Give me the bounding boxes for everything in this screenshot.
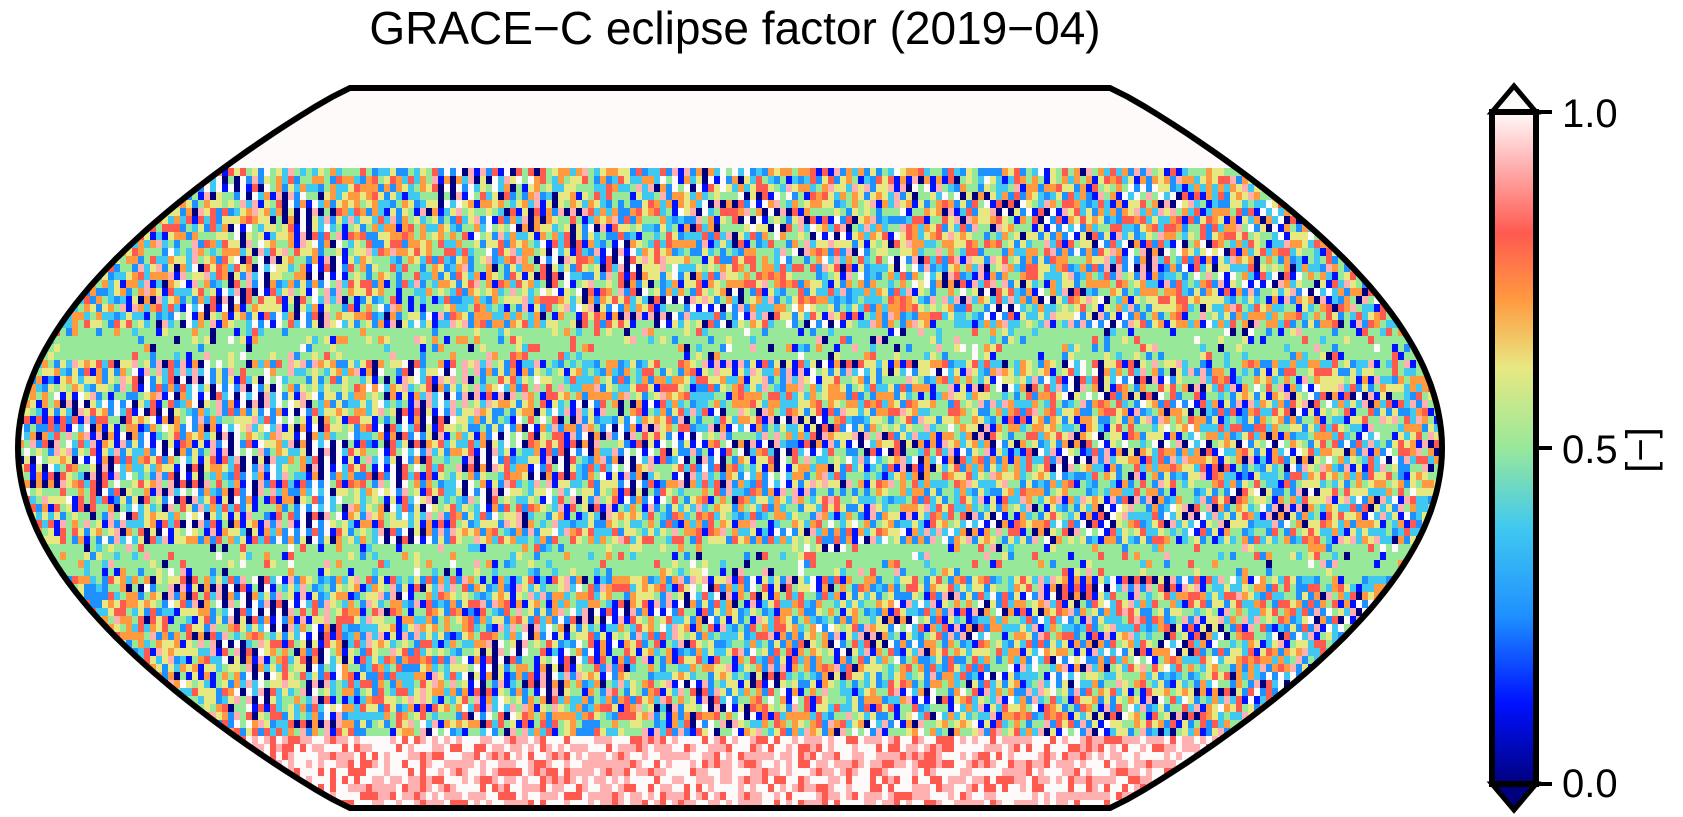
colorbar-tick-label-min: 0.0	[1562, 762, 1618, 806]
colorbar	[1486, 82, 1552, 814]
colorbar-tick-label-max: 1.0	[1562, 92, 1618, 136]
colorbar-tick-label-mid: 0.5	[1562, 428, 1618, 472]
colorbar-gradient	[1492, 112, 1536, 784]
map-data-grid	[18, 88, 1442, 808]
globe-outline	[14, 85, 1446, 811]
colorbar-unit-label: [−]	[1618, 427, 1663, 473]
colorbar-extend-max	[1486, 82, 1542, 115]
colorbar-extend-min	[1486, 781, 1542, 814]
map-title: GRACE−C eclipse factor (2019−04)	[369, 2, 1101, 54]
